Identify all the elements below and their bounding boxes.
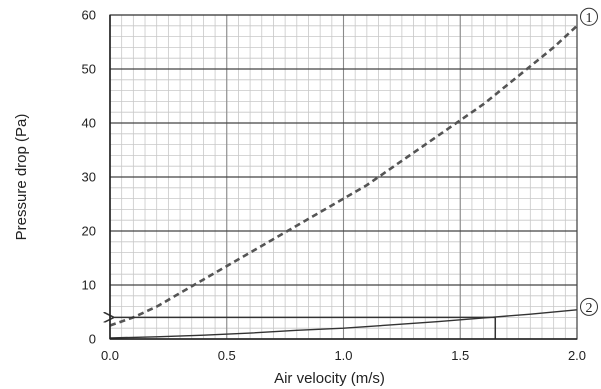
curve-label-text: 1 bbox=[586, 11, 593, 26]
series-line-2 bbox=[109, 309, 578, 339]
y-tick-label: 60 bbox=[82, 8, 96, 23]
y-tick-label: 20 bbox=[82, 224, 96, 239]
lookup-annotation bbox=[113, 317, 497, 339]
x-tick-label: 0.5 bbox=[218, 348, 236, 363]
y-tick-label: 30 bbox=[82, 170, 96, 185]
y-tick-label: 50 bbox=[82, 62, 96, 77]
x-axis-title: Air velocity (m/s) bbox=[274, 370, 385, 387]
y-tick-label: 10 bbox=[82, 278, 96, 293]
x-tick-label: 1.5 bbox=[451, 348, 469, 363]
curve-label-text: 2 bbox=[586, 301, 593, 316]
y-tick-label: 0 bbox=[89, 332, 96, 347]
x-tick-label: 0.0 bbox=[101, 348, 119, 363]
y-tick-labels: 0 10 20 30 40 50 60 bbox=[82, 8, 96, 347]
series-layer bbox=[109, 24, 578, 339]
curve-label-circle bbox=[580, 7, 598, 26]
x-tick-labels: 0.0 0.5 1.0 1.5 2.0 bbox=[101, 348, 586, 363]
axes bbox=[109, 14, 578, 340]
x-tick-label: 1.0 bbox=[334, 348, 352, 363]
y-tick-label: 40 bbox=[82, 116, 96, 131]
x-tick-label: 2.0 bbox=[568, 348, 586, 363]
curve-label-circle bbox=[580, 297, 598, 316]
y-axis-title: Pressure drop (Pa) bbox=[13, 114, 30, 241]
curve-labels: 12 bbox=[580, 7, 598, 316]
series-line-1 bbox=[109, 24, 578, 327]
